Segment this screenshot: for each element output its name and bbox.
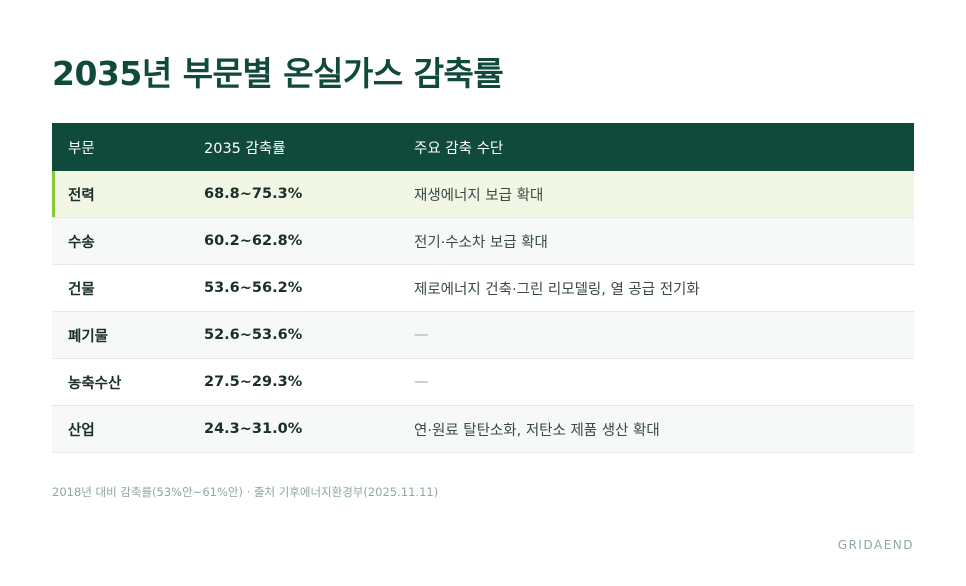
page-title: 2035년 부문별 온실가스 감축률 xyxy=(52,54,504,93)
sector-cell: 수송 xyxy=(68,234,95,251)
sector-cell: 전력 xyxy=(68,187,95,204)
table-row: 건물 53.6~56.2% 제로에너지 건축·그린 리모델링, 열 공급 전기화 xyxy=(52,265,914,312)
means-cell: — xyxy=(414,327,429,343)
rate-cell: 53.6~56.2% xyxy=(204,280,303,296)
means-cell: 재생에너지 보급 확대 xyxy=(414,187,544,204)
reduction-table: 부문 2035 감축률 주요 감축 수단 전력 68.8~75.3% 재생에너지… xyxy=(52,123,914,453)
table-row: 농축수산 27.5~29.3% — xyxy=(52,359,914,406)
table-row: 수송 60.2~62.8% 전기·수소차 보급 확대 xyxy=(52,218,914,265)
brand-logo: GRIDAEND xyxy=(837,538,914,552)
table-header: 부문 2035 감축률 주요 감축 수단 xyxy=(52,123,914,171)
rate-cell: 60.2~62.8% xyxy=(204,233,303,249)
rate-cell: 52.6~53.6% xyxy=(204,327,303,343)
sector-cell: 폐기물 xyxy=(68,328,109,345)
table-row: 폐기물 52.6~53.6% — xyxy=(52,312,914,359)
table-row: 산업 24.3~31.0% 연·원료 탈탄소화, 저탄소 제품 생산 확대 xyxy=(52,406,914,453)
header-rate: 2035 감축률 xyxy=(204,140,286,157)
sector-cell: 농축수산 xyxy=(68,375,122,392)
rate-cell: 27.5~29.3% xyxy=(204,374,303,390)
means-cell: — xyxy=(414,374,429,390)
footnote: 2018년 대비 감축률(53%안~61%안) · 출처 기후에너지환경부(20… xyxy=(52,485,439,499)
header-means: 주요 감축 수단 xyxy=(414,140,504,157)
sector-cell: 산업 xyxy=(68,422,95,439)
header-sector: 부문 xyxy=(68,140,95,157)
rate-cell: 24.3~31.0% xyxy=(204,421,303,437)
rate-cell: 68.8~75.3% xyxy=(204,186,303,202)
sector-cell: 건물 xyxy=(68,281,95,298)
means-cell: 연·원료 탈탄소화, 저탄소 제품 생산 확대 xyxy=(414,422,660,439)
means-cell: 전기·수소차 보급 확대 xyxy=(414,234,548,251)
means-cell: 제로에너지 건축·그린 리모델링, 열 공급 전기화 xyxy=(414,281,700,298)
table-row: 전력 68.8~75.3% 재생에너지 보급 확대 xyxy=(52,171,914,218)
